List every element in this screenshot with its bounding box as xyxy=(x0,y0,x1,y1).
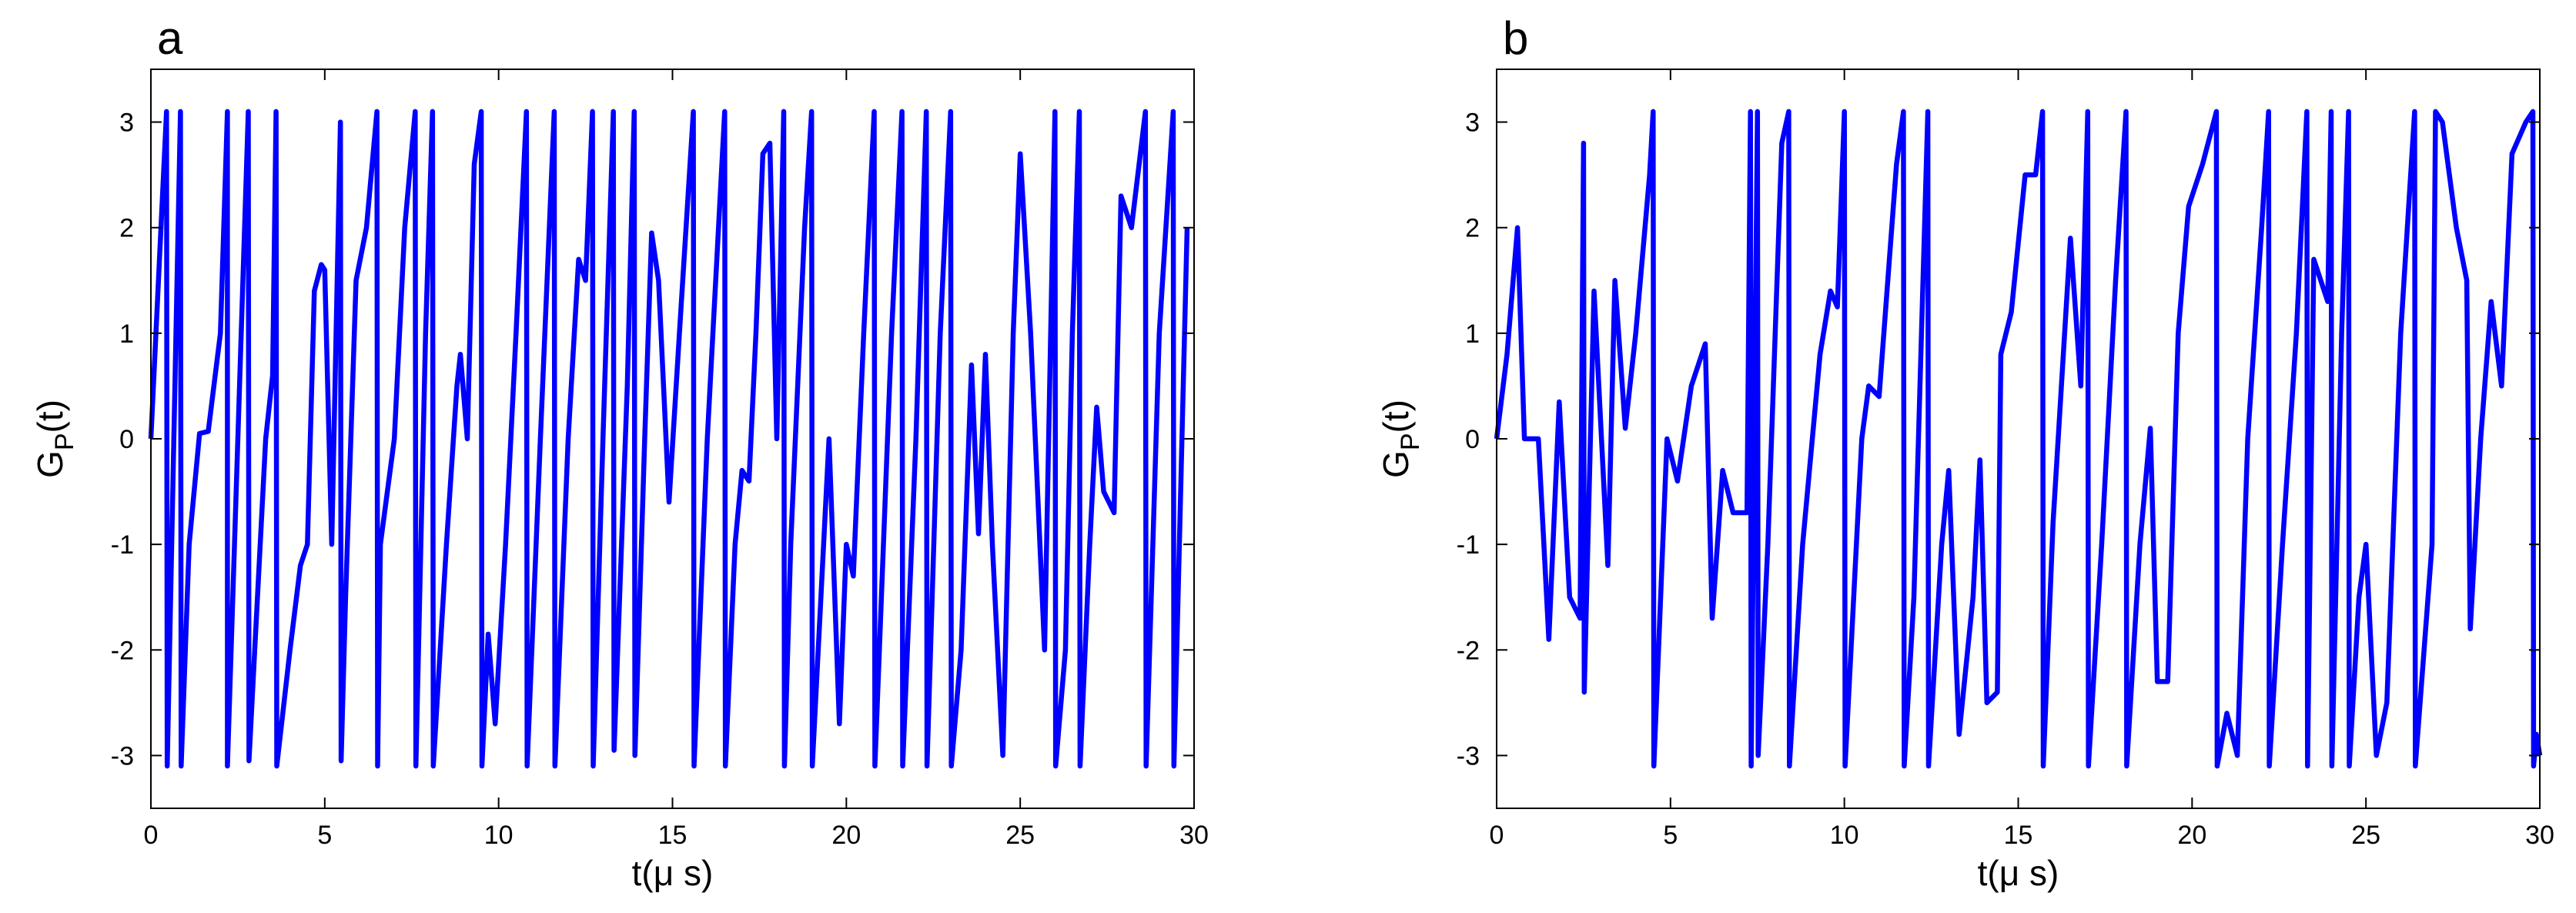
x-tick-label: 10 xyxy=(1830,821,1859,850)
y-tick-label: -3 xyxy=(1457,741,1480,771)
y-tick-label: 2 xyxy=(1465,214,1480,243)
y-tick-label: 3 xyxy=(1465,109,1480,138)
x-tick-label: 30 xyxy=(2525,821,2554,850)
y-tick-label: 0 xyxy=(1465,425,1480,454)
x-tick-label: 0 xyxy=(144,821,159,850)
y-label-main: G xyxy=(1376,450,1416,478)
x-tick-label: 15 xyxy=(658,821,687,850)
panel-label: b xyxy=(1503,12,1528,64)
y-tick-label: 1 xyxy=(1465,319,1480,349)
x-tick-label: 20 xyxy=(831,821,861,850)
y-label-sub: P xyxy=(50,433,79,450)
x-axis-label: t(μ s) xyxy=(632,853,714,893)
y-tick-label: -2 xyxy=(1457,636,1480,665)
y-tick-label: -2 xyxy=(111,636,134,665)
y-tick-label: -1 xyxy=(111,530,134,560)
x-tick-label: 0 xyxy=(1490,821,1504,850)
x-tick-label: 20 xyxy=(2177,821,2206,850)
x-tick-label: 5 xyxy=(317,821,332,850)
y-label-sub: P xyxy=(1396,433,1425,450)
data-line xyxy=(148,109,1190,769)
panel: 0 5 10 15 20 25 30 -3 -2 -1 0 1 2 3 t(μ s) GP(t) b xyxy=(1376,12,2554,893)
x-tick-label: 30 xyxy=(1179,821,1209,850)
data-line xyxy=(1494,109,2543,769)
x-tick-label: 10 xyxy=(484,821,514,850)
y-tick-label: 3 xyxy=(119,109,134,138)
y-tick-label: 0 xyxy=(119,425,134,454)
x-tick-label: 15 xyxy=(2004,821,2033,850)
y-label-rest: (t) xyxy=(1376,400,1416,433)
panel-label: a xyxy=(157,12,183,64)
y-label-rest: (t) xyxy=(30,400,70,433)
x-axis-label: t(μ s) xyxy=(1978,853,2059,893)
y-axis-label: GP(t) xyxy=(30,400,79,478)
x-tick-label: 25 xyxy=(2351,821,2380,850)
y-tick-label: 2 xyxy=(119,214,134,243)
x-tick-label: 5 xyxy=(1663,821,1678,850)
y-tick-label: -3 xyxy=(111,741,134,771)
x-tick-label: 25 xyxy=(1005,821,1035,850)
y-tick-label: -1 xyxy=(1457,530,1480,560)
y-label-main: G xyxy=(30,450,70,478)
panel: 0 5 10 15 20 25 30 -3 -2 -1 0 1 2 3 t(μ s) GP(t) a xyxy=(30,12,1209,893)
y-tick-label: 1 xyxy=(119,319,134,349)
y-axis-label: GP(t) xyxy=(1376,400,1425,478)
